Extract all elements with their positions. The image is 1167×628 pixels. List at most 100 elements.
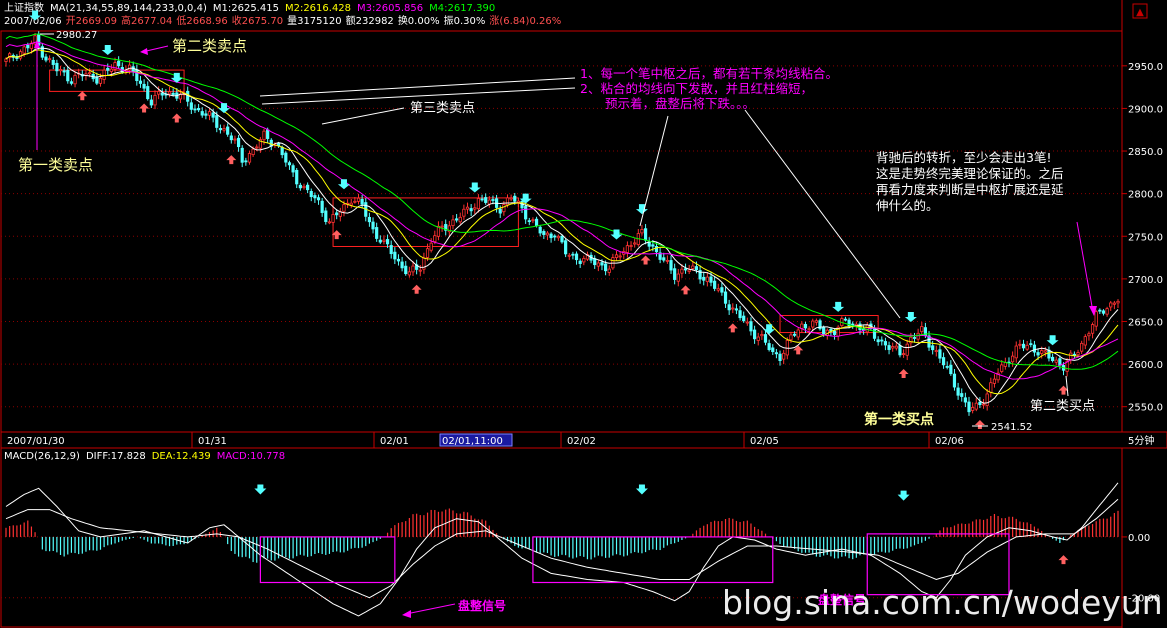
header-item: 收2675.70 [232,14,283,27]
candle [73,71,77,88]
candle [331,210,335,226]
buy-marker [793,345,804,355]
candle [934,345,938,357]
candle [771,344,775,355]
time-label: 02/01,11:00 [442,436,503,447]
candle [803,321,808,333]
buy-marker [331,230,342,240]
time-cursor-box[interactable] [439,433,513,447]
candle [564,238,568,258]
macd-axis-ticks: 0.00 -20.00 [1122,533,1160,605]
candle [197,103,201,113]
candle [218,124,223,134]
candle [447,220,451,237]
period-label[interactable]: 5分钟 [1128,434,1154,447]
candle [149,94,153,108]
time-label: 2007/01/30 [7,436,65,447]
header-item: 涨(6.84)0.26% [489,15,561,27]
buy-marker [171,113,182,123]
candle [302,183,306,190]
candle [69,77,74,86]
candle [698,265,702,284]
header-item: 换0.00% [398,14,440,27]
note1-line1: 1、每一个笔中枢之后，都有若干条均线粘合。 [580,66,838,81]
candle [978,397,982,409]
candle [1087,331,1091,341]
macd-boxes [254,484,1069,596]
candle [1112,300,1116,310]
sell-marker [218,103,231,114]
time-label: 01/31 [198,436,227,447]
candle [891,342,895,352]
candle [901,349,906,358]
buy-marker [77,91,88,101]
header-item: MA(21,34,55,89,144,233,0,0,4) [50,3,207,14]
candle [295,168,299,189]
sell-marker [763,324,776,335]
candle [18,49,23,61]
candle [614,250,619,261]
buy-marker [680,285,691,295]
candle [204,109,208,120]
header-item: 低2668.96 [176,14,227,27]
candle [883,337,888,351]
candle [58,65,63,76]
macd-box [259,536,396,584]
sell-marker [337,179,350,190]
candle [40,43,44,60]
candle [716,283,720,293]
candle [207,107,212,121]
candle [618,251,622,261]
buy-marker [898,368,909,378]
time-label: 02/02 [567,436,596,447]
candle [545,231,550,241]
first-buy-label: 第一类买点 [864,411,934,428]
candle [189,98,193,115]
candle [778,350,782,366]
consolidation-signal-label-2: 盘整信号 [818,592,866,607]
candle [349,198,353,209]
candle [1090,322,1095,339]
header-quote-row: 上证指数 MA(21,34,55,89,144,233,0,0,4) M1:2625… [4,1,495,14]
macd-sell-marker [897,490,910,501]
sell-marker [1046,335,1059,346]
header-ohlc-row: 2007/02/06 开2669.09 高2677.04 低2668.96 收2675.… [4,14,561,27]
candle [51,56,55,70]
price-tick-label: 2600.0 [1128,360,1163,371]
candle [404,261,408,276]
candle [745,317,749,326]
header-item: 额232982 [346,14,394,27]
candle [360,194,364,209]
candle [767,339,771,352]
candle [811,318,815,332]
candle [167,86,172,98]
header-item: MACD:10.778 [217,451,285,462]
candle [974,398,978,412]
candle [1083,334,1087,350]
candle [527,217,531,226]
candle [731,303,735,314]
candle [458,212,462,225]
candle [396,254,401,266]
candle [727,299,731,315]
candle [313,192,317,203]
candle [157,86,161,100]
candle [585,251,590,261]
candle [55,59,59,76]
watermark: blog.sina.com.cn/wodeyun [722,583,1163,622]
time-label: 02/05 [750,436,779,447]
macd-lines [5,482,1119,617]
candle [146,81,150,101]
candle [683,263,688,274]
candle [393,247,397,265]
candle [945,361,949,370]
candle [226,123,230,137]
candle [992,374,997,388]
sell-marker [519,193,532,204]
candle [8,51,12,63]
candle [306,182,310,194]
candle [814,318,818,326]
candle [400,256,404,272]
settings-icon[interactable]: ▲ [1132,3,1148,19]
